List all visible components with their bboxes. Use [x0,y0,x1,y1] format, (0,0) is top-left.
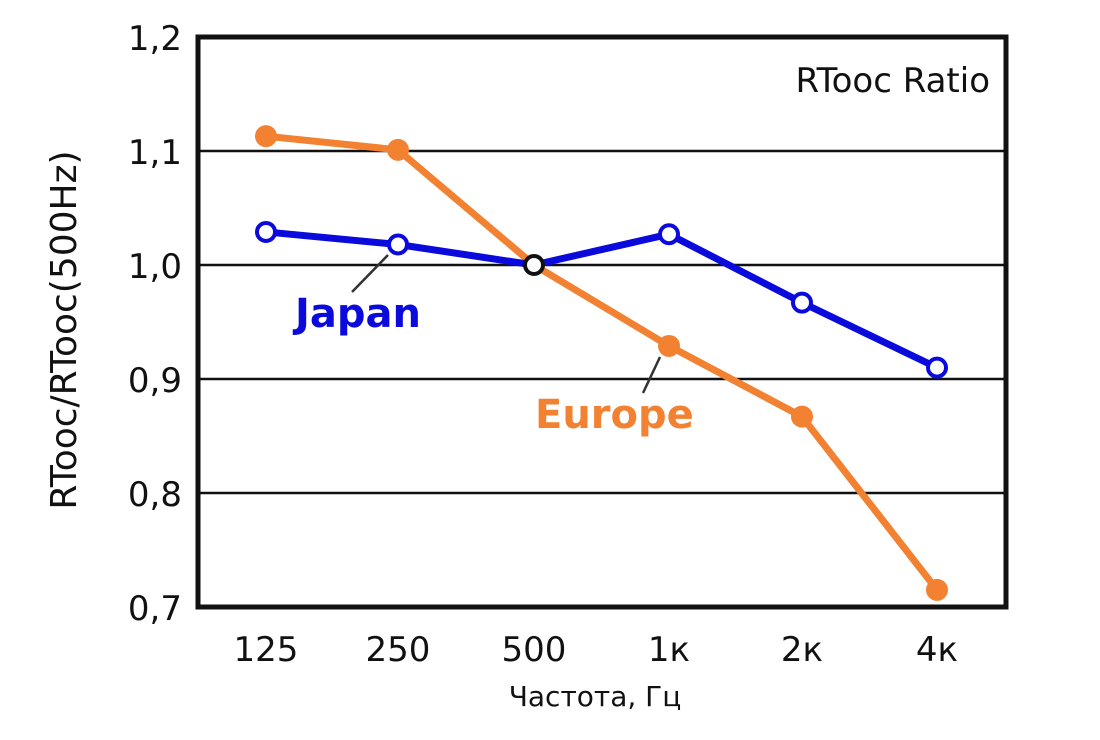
point-japan [926,356,948,379]
point-europe [658,334,680,357]
plot-frame [195,34,1009,610]
chart-title: RTooc Ratio [795,61,990,101]
y-tick-label: 1,0 [128,247,182,287]
point-japan [255,220,277,243]
callout-japan [351,254,389,293]
x-tick-labels: 125 250 500 1к 2к 4к [234,630,959,670]
series-label-japan: Japan [292,291,421,337]
y-tick-label: 1,1 [128,133,182,173]
point-japan [791,291,813,314]
point-europe [791,405,813,428]
x-axis-label: Частота, Гц [509,680,682,713]
y-tick-labels: 1,2 1,1 1,0 0,9 0,8 0,7 [128,19,182,629]
callout-lines [351,254,662,394]
point-japan [658,223,680,246]
series-label-europe: Europe [535,392,694,438]
series-line-europe [265,132,940,593]
y-tick-label: 0,8 [128,475,182,515]
y-axis-label: RTooc/RTooc(500Hz) [44,150,85,509]
x-tick-label: 500 [502,630,567,670]
series-line-japan [265,228,939,371]
point-europe [387,138,409,161]
y-tick-label: 0,7 [128,589,182,629]
x-tick-label: 4к [916,630,958,670]
callout-europe [641,356,662,394]
series-layer [255,125,948,601]
point-europe [255,125,277,148]
x-tick-label: 250 [366,630,431,670]
x-tick-label: 125 [234,630,299,670]
y-tick-label: 1,2 [128,19,182,59]
y-tick-label: 0,9 [128,361,182,401]
grid-lines [198,149,1006,495]
point-japan [387,233,409,256]
point-europe [926,578,948,601]
x-tick-label: 1к [648,630,690,670]
x-tick-label: 2к [781,630,823,670]
reference-point [523,254,545,276]
